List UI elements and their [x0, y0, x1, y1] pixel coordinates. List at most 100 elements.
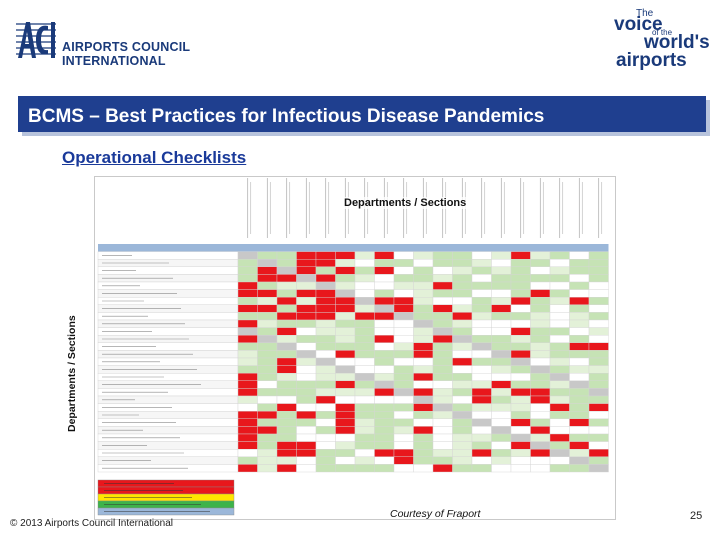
matrix-cell	[315, 334, 336, 343]
matrix-cell	[432, 319, 453, 328]
matrix-cell	[432, 357, 453, 366]
matrix-cell	[549, 274, 570, 283]
matrix-cell	[452, 418, 473, 427]
matrix-cell	[588, 433, 609, 442]
matrix-cell	[549, 327, 570, 336]
matrix-cell	[510, 274, 531, 283]
matrix-cell	[276, 380, 297, 389]
matrix-cell	[588, 350, 609, 359]
matrix-cell	[335, 342, 356, 351]
matrix-cell	[452, 372, 473, 381]
matrix-cell	[335, 327, 356, 336]
matrix-cell	[354, 388, 375, 397]
matrix-cell	[569, 327, 590, 336]
matrix-cell	[335, 289, 356, 298]
matrix-cell	[237, 327, 258, 336]
checklist-matrix-image	[97, 178, 609, 516]
matrix-cell	[354, 296, 375, 305]
matrix-cell	[374, 304, 395, 313]
matrix-cell	[413, 456, 434, 465]
courtesy-note: Courtesy of Fraport	[390, 508, 481, 520]
matrix-cell	[276, 258, 297, 267]
matrix-cell	[549, 403, 570, 412]
matrix-cell	[471, 312, 492, 321]
matrix-cell	[471, 456, 492, 465]
matrix-cell	[237, 274, 258, 283]
matrix-cell	[315, 372, 336, 381]
matrix-cell	[588, 441, 609, 450]
matrix-cell	[315, 258, 336, 267]
matrix-cell	[549, 334, 570, 343]
matrix-cell	[569, 464, 590, 473]
matrix-cell	[471, 395, 492, 404]
matrix-cell	[530, 251, 551, 260]
matrix-cell	[530, 304, 551, 313]
matrix-cell	[549, 342, 570, 351]
matrix-cell	[237, 319, 258, 328]
matrix-cell	[471, 342, 492, 351]
matrix-cell	[471, 296, 492, 305]
matrix-cell	[257, 312, 278, 321]
matrix-cell	[549, 350, 570, 359]
matrix-cell	[374, 312, 395, 321]
matrix-cell	[413, 342, 434, 351]
matrix-cell	[393, 327, 414, 336]
matrix-cell	[588, 388, 609, 397]
matrix-cell	[413, 258, 434, 267]
matrix-cell	[257, 433, 278, 442]
matrix-cell	[569, 372, 590, 381]
matrix-cell	[296, 441, 317, 450]
matrix-cell	[491, 372, 512, 381]
matrix-cell	[257, 403, 278, 412]
matrix-cell	[393, 410, 414, 419]
matrix-cell	[296, 319, 317, 328]
matrix-cell	[374, 289, 395, 298]
matrix-cell	[549, 296, 570, 305]
matrix-cell	[510, 319, 531, 328]
matrix-cell	[237, 410, 258, 419]
matrix-cell	[257, 418, 278, 427]
tagline-the: The	[636, 8, 654, 19]
aci-logo-icon	[14, 14, 58, 66]
matrix-cell	[510, 426, 531, 435]
matrix-cell	[296, 296, 317, 305]
matrix-cell	[510, 327, 531, 336]
matrix-cell	[237, 365, 258, 374]
matrix-cell	[335, 258, 356, 267]
matrix-cell	[530, 388, 551, 397]
matrix-cell	[335, 395, 356, 404]
matrix-cell	[315, 418, 336, 427]
matrix-cell	[432, 350, 453, 359]
matrix-cell	[257, 464, 278, 473]
matrix-cell	[335, 319, 356, 328]
matrix-cell	[257, 334, 278, 343]
matrix-cell	[491, 281, 512, 290]
matrix-cell	[237, 441, 258, 450]
matrix-cell	[374, 380, 395, 389]
matrix-cell	[393, 296, 414, 305]
matrix-cell	[471, 426, 492, 435]
matrix-cell	[452, 464, 473, 473]
matrix-cell	[296, 403, 317, 412]
matrix-cell	[569, 342, 590, 351]
matrix-cell	[588, 274, 609, 283]
matrix-cell	[432, 464, 453, 473]
matrix-cell	[491, 410, 512, 419]
matrix-cell	[276, 296, 297, 305]
matrix-cell	[354, 258, 375, 267]
matrix-cell	[530, 327, 551, 336]
matrix-cell	[452, 395, 473, 404]
matrix-cell	[432, 304, 453, 313]
matrix-cell	[354, 334, 375, 343]
matrix-cell	[374, 433, 395, 442]
matrix-cell	[393, 342, 414, 351]
matrix-cell	[510, 334, 531, 343]
matrix-cell	[569, 380, 590, 389]
matrix-cell	[335, 418, 356, 427]
matrix-cell	[257, 251, 278, 260]
matrix-cell	[452, 357, 473, 366]
matrix-cell	[491, 426, 512, 435]
matrix-cell	[257, 296, 278, 305]
matrix-cell	[276, 251, 297, 260]
matrix-cell	[296, 372, 317, 381]
